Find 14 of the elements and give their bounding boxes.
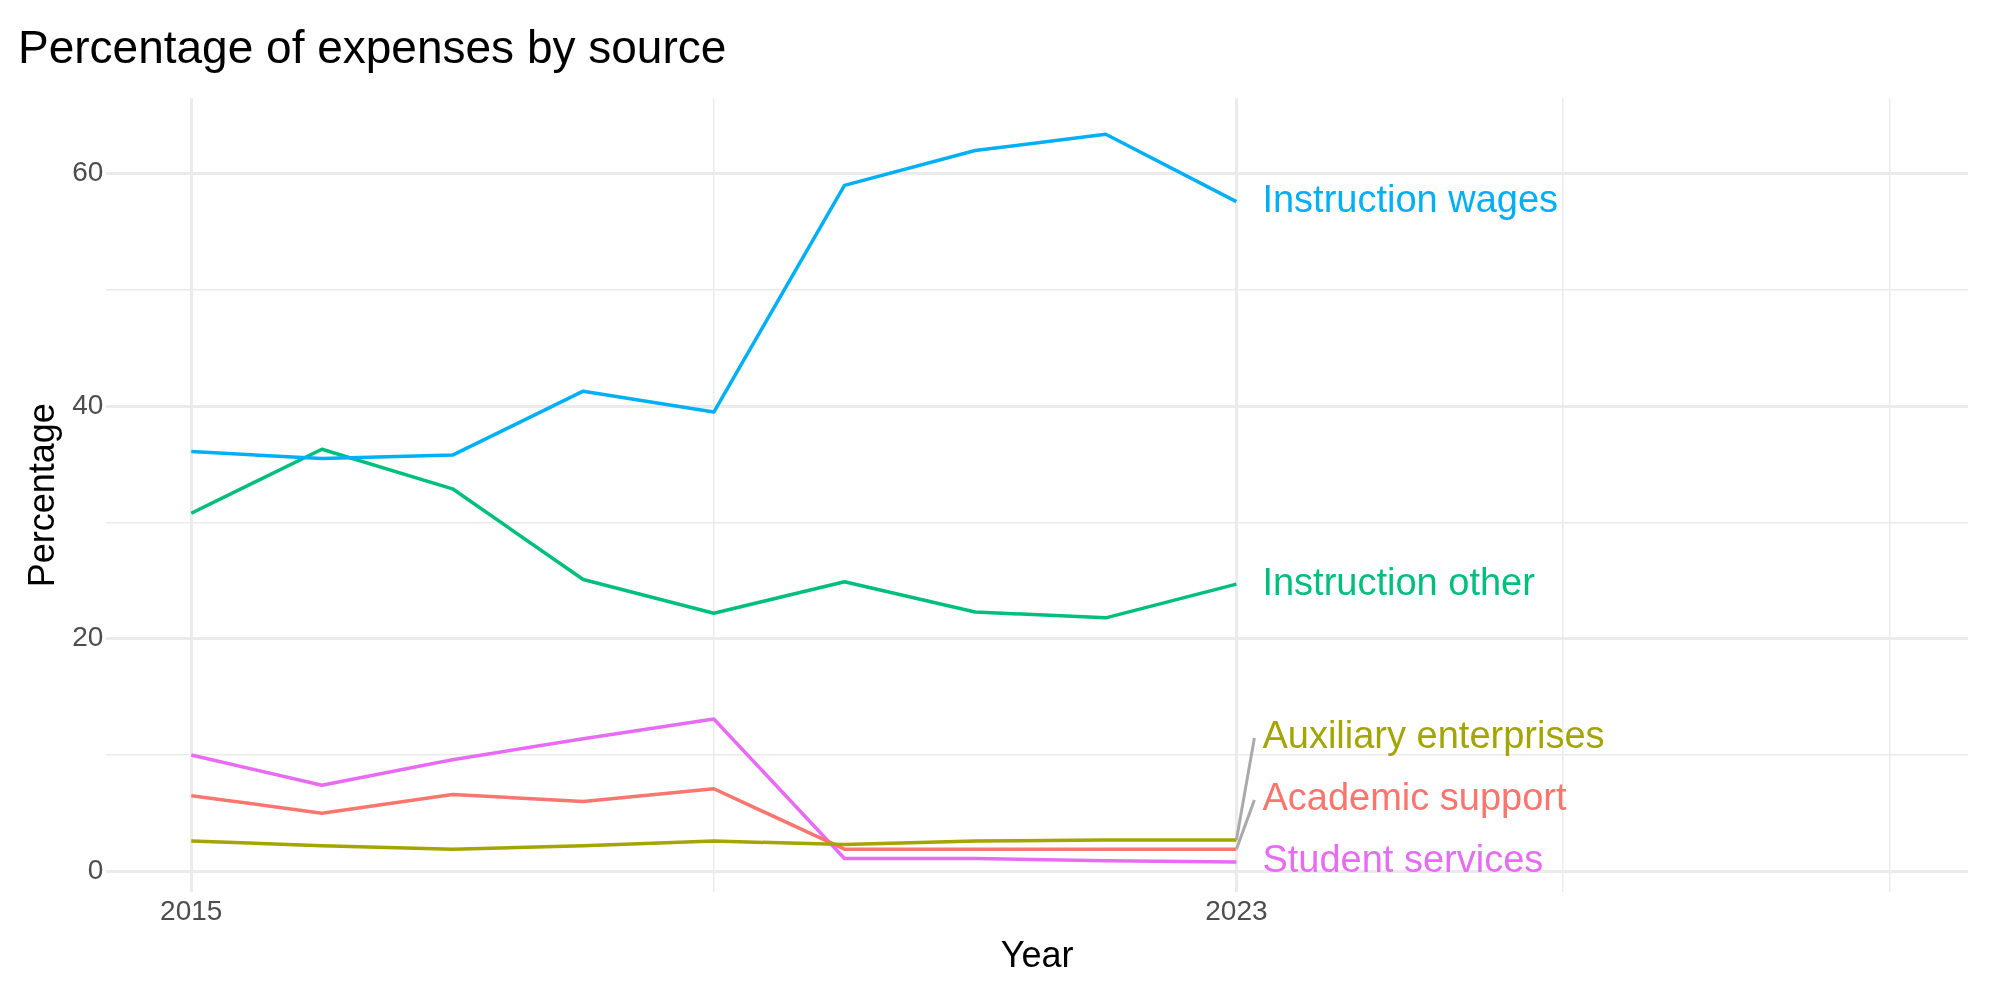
chart-title: Percentage of expenses by source: [18, 21, 727, 74]
text: Auxiliary enterprises: [1262, 714, 1605, 757]
series-label: Student services: [1262, 838, 1544, 881]
y-tick-label: 0: [87, 853, 104, 885]
y-tick-label: 20: [72, 621, 104, 653]
series-label: Instruction other: [1262, 560, 1536, 603]
series-label: Instruction wages: [1262, 178, 1559, 221]
x-tick-label: 2015: [160, 894, 223, 926]
y-tick-label: 40: [72, 388, 104, 420]
x-axis-title: Year: [1000, 934, 1074, 976]
y-tick-label: 60: [72, 156, 104, 188]
x-tick-label: 2023: [1205, 894, 1268, 926]
series-label: Academic support: [1262, 776, 1567, 819]
y-axis-title: Percentage: [20, 403, 62, 588]
